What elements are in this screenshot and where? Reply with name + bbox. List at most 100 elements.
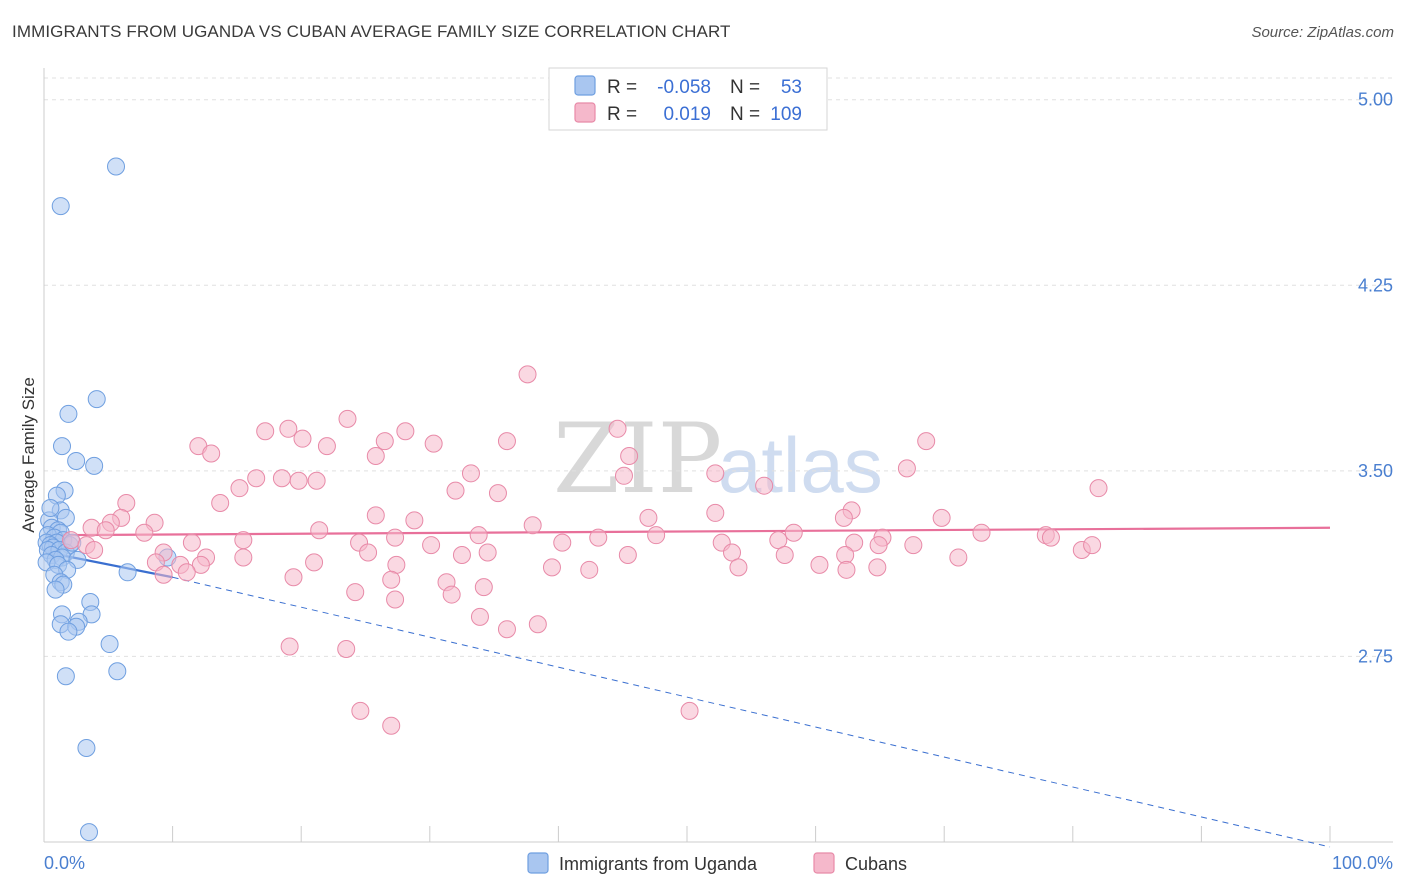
y-axis-label: Average Family Size: [19, 377, 38, 533]
point-cubans: [280, 637, 299, 656]
point-cubans: [62, 531, 81, 550]
point-uganda: [59, 622, 78, 641]
point-cubans: [775, 545, 794, 564]
point-cubans: [769, 531, 788, 550]
point-cubans: [1041, 528, 1060, 547]
point-cubans: [972, 523, 991, 542]
point-cubans: [284, 568, 303, 587]
point-cubans: [755, 476, 774, 495]
bottom-legend-swatch-uganda: [527, 852, 549, 874]
point-cubans: [932, 508, 951, 527]
point-cubans: [191, 555, 210, 574]
point-cubans: [279, 419, 298, 438]
point-uganda: [107, 157, 126, 176]
point-cubans: [553, 533, 572, 552]
point-uganda: [51, 197, 70, 216]
bottom-legend-label-uganda: Immigrants from Uganda: [559, 854, 758, 874]
point-cubans: [366, 447, 385, 465]
y-tick-label: 5.00: [1358, 90, 1393, 110]
point-uganda: [118, 563, 137, 582]
axes: [43, 68, 1393, 843]
point-cubans: [135, 523, 154, 542]
point-uganda: [100, 635, 119, 654]
bottom-legend: Immigrants from Uganda Cubans: [527, 852, 907, 874]
point-uganda: [41, 498, 60, 517]
legend-r-value-2: 0.019: [663, 104, 711, 125]
point-cubans: [424, 434, 443, 453]
point-cubans: [405, 511, 424, 530]
tick-labels: 2.75 3.50 4.25 5.00: [1358, 90, 1393, 667]
legend-swatch-cubans: [574, 102, 596, 123]
point-cubans: [706, 503, 725, 522]
point-cubans: [917, 432, 936, 451]
legend-r-label-1: R =: [607, 77, 637, 98]
trendline-uganda-extrapolated: [172, 576, 1331, 848]
point-uganda: [87, 390, 106, 409]
point-cubans: [446, 481, 465, 500]
point-cubans: [293, 429, 312, 448]
point-uganda: [53, 437, 72, 456]
point-cubans: [317, 437, 336, 456]
point-cubans: [359, 543, 378, 562]
point-cubans: [422, 536, 441, 555]
point-cubans: [396, 422, 415, 441]
point-cubans: [234, 531, 253, 550]
point-cubans: [723, 543, 742, 562]
point-cubans: [1083, 536, 1102, 555]
point-uganda: [59, 404, 78, 423]
point-cubans: [497, 620, 516, 639]
y-tick-label: 4.25: [1358, 275, 1393, 295]
point-cubans: [620, 447, 639, 465]
point-cubans: [230, 479, 249, 498]
point-cubans: [338, 409, 357, 428]
point-cubans: [729, 558, 748, 577]
legend-r-value-1: -0.058: [657, 77, 711, 98]
point-cubans: [868, 558, 887, 577]
point-cubans: [442, 585, 461, 604]
point-cubans: [845, 533, 864, 552]
point-cubans: [680, 701, 699, 720]
point-uganda: [56, 667, 75, 686]
point-cubans: [706, 464, 725, 483]
point-cubans: [497, 432, 516, 451]
legend-n-value-1: 53: [781, 77, 802, 98]
source-label: Source: ZipAtlas.com: [1251, 24, 1394, 41]
point-cubans: [346, 583, 365, 602]
legend-swatch-uganda: [574, 75, 596, 96]
point-cubans: [177, 563, 196, 582]
point-cubans: [386, 590, 405, 609]
point-cubans: [618, 545, 637, 564]
point-cubans: [478, 543, 497, 562]
point-cubans: [247, 469, 266, 488]
point-cubans: [351, 701, 370, 720]
point-cubans: [474, 578, 493, 597]
point-cubans: [386, 528, 405, 547]
point-uganda: [67, 451, 86, 470]
point-cubans: [523, 516, 542, 535]
point-cubans: [211, 494, 230, 513]
y-tick-label: 2.75: [1358, 646, 1393, 666]
point-cubans: [289, 471, 308, 490]
point-cubans: [366, 506, 385, 525]
bottom-legend-swatch-cubans: [813, 852, 835, 874]
point-cubans: [1089, 479, 1108, 498]
legend-n-value-2: 109: [770, 104, 802, 125]
point-uganda: [80, 823, 99, 842]
point-cubans: [182, 533, 201, 552]
point-cubans: [608, 419, 627, 438]
point-cubans: [897, 459, 916, 478]
trendlines: [47, 526, 1331, 848]
point-cubans: [837, 560, 856, 579]
point-cubans: [307, 471, 326, 490]
point-cubans: [256, 422, 275, 441]
legend-n-label-1: N =: [730, 77, 760, 98]
bottom-legend-label-cubans: Cubans: [845, 854, 907, 874]
point-cubans: [382, 570, 401, 589]
point-cubans: [337, 640, 356, 658]
point-cubans: [382, 716, 401, 735]
point-cubans: [202, 444, 221, 463]
point-cubans: [580, 560, 599, 579]
point-cubans: [96, 521, 115, 540]
point-cubans: [452, 545, 471, 564]
